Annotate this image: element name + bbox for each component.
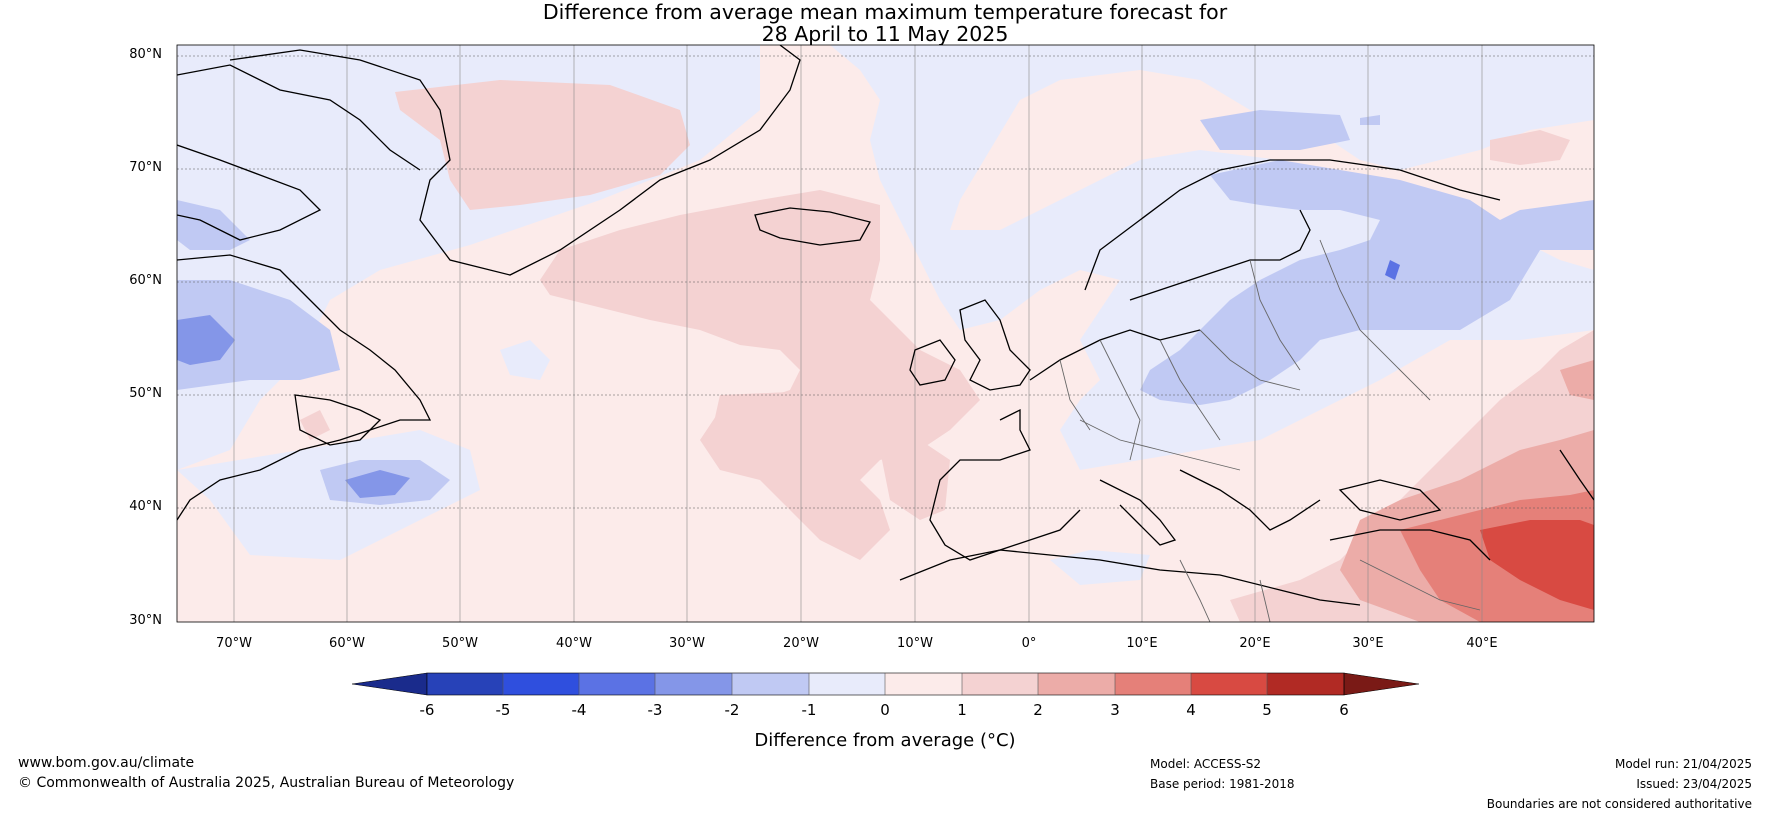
- anomaly-field: [177, 45, 1594, 622]
- colorbar-tick: 1: [957, 701, 967, 719]
- colorbar-tick: 4: [1186, 701, 1196, 719]
- colorbar-tick: 0: [880, 701, 890, 719]
- lat-label-30n: 30°N: [129, 613, 162, 628]
- lat-label-50n: 50°N: [129, 386, 162, 401]
- chart-title-line2: 28 April to 11 May 2025: [761, 22, 1009, 46]
- colorbar-label: Difference from average (°C): [754, 730, 1016, 751]
- lon-label-10e: 10°E: [1126, 636, 1158, 651]
- lon-label-40e: 40°E: [1466, 636, 1498, 651]
- lon-label-20w: 20°W: [783, 636, 819, 651]
- lat-label-80n: 80°N: [129, 47, 162, 62]
- lat-label-60n: 60°N: [129, 273, 162, 288]
- lon-label-30w: 30°W: [669, 636, 705, 651]
- lon-label-40w: 40°W: [556, 636, 592, 651]
- colorbar-tick: -3: [647, 701, 663, 719]
- lon-label-30e: 30°E: [1352, 636, 1384, 651]
- colorbar-tick: 6: [1339, 701, 1349, 719]
- borders: [1059, 239, 1481, 622]
- colorbar-tick: -4: [571, 701, 587, 719]
- colorbar-tick: -5: [495, 701, 511, 719]
- lon-label-70w: 70°W: [216, 636, 252, 651]
- chart-title-line1: Difference from average mean maximum tem…: [542, 0, 1228, 24]
- lon-label-50w: 50°W: [442, 636, 478, 651]
- footer-model-run: Model run: 21/04/2025: [1614, 757, 1752, 771]
- coastlines: [177, 45, 1594, 606]
- lon-label-10w: 10°W: [897, 636, 933, 651]
- footer-base-period: Base period: 1981-2018: [1150, 777, 1295, 791]
- lon-label-0: 0°: [1021, 636, 1037, 651]
- footer-model: Model: ACCESS-S2: [1150, 757, 1262, 771]
- colorbar-tick: 5: [1262, 701, 1272, 719]
- colorbar-tick: 3: [1110, 701, 1120, 719]
- lon-label-20e: 20°E: [1239, 636, 1271, 651]
- lat-label-70n: 70°N: [129, 160, 162, 175]
- colorbar-tick: 2: [1033, 701, 1043, 719]
- lon-label-60w: 60°W: [329, 636, 365, 651]
- footer-disclaimer: Boundaries are not considered authoritat…: [1486, 797, 1752, 811]
- colorbar-tick: -6: [419, 701, 435, 719]
- footer-issued: Issued: 23/04/2025: [1636, 777, 1752, 791]
- footer-website: www.bom.gov.au/climate: [18, 755, 195, 771]
- colorbar: [351, 672, 1420, 696]
- lat-label-40n: 40°N: [129, 499, 162, 514]
- footer-copyright: © Commonwealth of Australia 2025, Austra…: [18, 775, 515, 791]
- colorbar-tick: -1: [801, 701, 817, 719]
- colorbar-tick: -2: [724, 701, 740, 719]
